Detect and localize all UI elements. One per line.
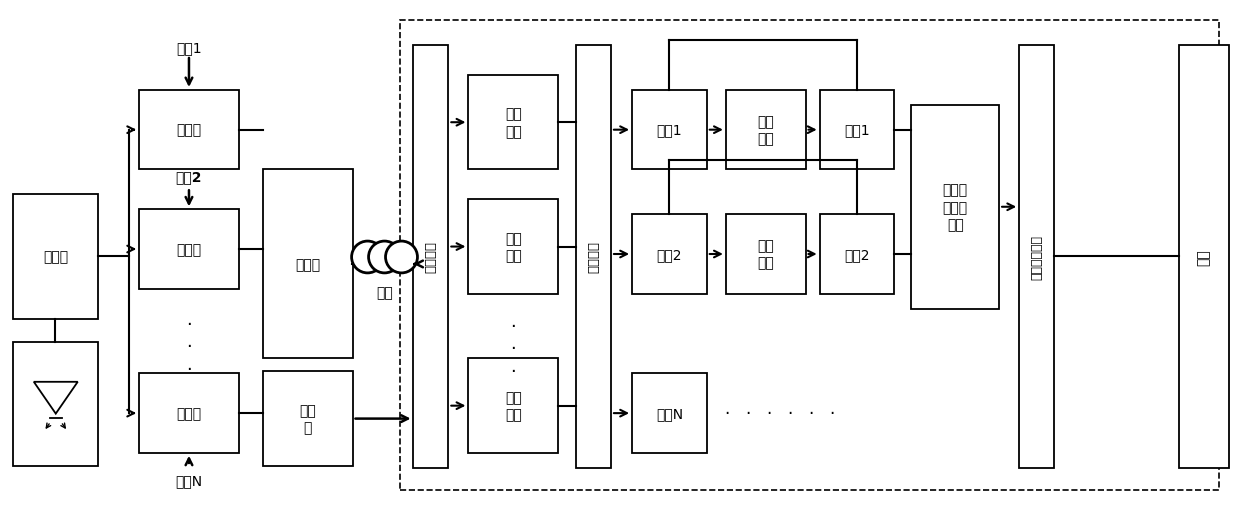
Text: 信号1: 信号1 [844, 124, 869, 137]
Bar [263, 170, 352, 359]
Text: 信号2: 信号2 [176, 170, 202, 184]
Bar [469, 76, 558, 170]
Bar [139, 210, 239, 289]
Bar [632, 374, 707, 453]
Text: 信号N: 信号N [175, 473, 202, 487]
Text: 光纤: 光纤 [376, 285, 393, 299]
Text: ·
·
·: · · · [186, 316, 192, 378]
Text: 共轭
映射: 共轭 映射 [758, 115, 774, 146]
Text: 最大最
小相关
判决: 最大最 小相关 判决 [942, 183, 967, 232]
Text: 光调制: 光调制 [176, 406, 202, 420]
Text: 合路器: 合路器 [295, 258, 320, 271]
Circle shape [386, 242, 418, 273]
Text: 分路器: 分路器 [43, 250, 68, 264]
Bar [469, 359, 558, 453]
Text: 共轭
映射: 共轭 映射 [758, 239, 774, 270]
Text: 本振
光: 本振 光 [299, 403, 316, 434]
Bar [14, 195, 98, 319]
Text: 数字相干处理: 数字相干处理 [1030, 235, 1043, 279]
Text: ·
·
·: · · · [511, 318, 516, 380]
Text: 光调制: 光调制 [176, 124, 202, 137]
Text: 光调制: 光调制 [176, 243, 202, 257]
Bar [469, 200, 558, 294]
Bar [725, 91, 806, 170]
Text: 补偿
算法: 补偿 算法 [505, 232, 522, 263]
Text: 译码: 译码 [1197, 248, 1210, 265]
Circle shape [352, 242, 383, 273]
Bar [820, 215, 894, 294]
Text: 配对选择: 配对选择 [587, 241, 600, 273]
Bar [263, 372, 352, 466]
Bar [14, 342, 98, 466]
Bar [139, 374, 239, 453]
Bar [139, 91, 239, 170]
Text: 信号1: 信号1 [176, 41, 202, 55]
Bar [725, 215, 806, 294]
Circle shape [368, 242, 401, 273]
Bar [632, 91, 707, 170]
Bar [413, 46, 449, 468]
Polygon shape [33, 382, 78, 414]
Text: 信号N: 信号N [656, 406, 683, 420]
Text: 补偿
算法: 补偿 算法 [505, 390, 522, 421]
Text: 信号1: 信号1 [656, 124, 682, 137]
Text: ·   ·   ·   ·   ·   ·: · · · · · · [724, 404, 835, 422]
Bar [1179, 46, 1229, 468]
Bar [632, 215, 707, 294]
Text: 信号2: 信号2 [657, 247, 682, 262]
Bar [911, 105, 999, 309]
Text: 补偿
算法: 补偿 算法 [505, 107, 522, 138]
Text: 相干接收: 相干接收 [424, 241, 438, 273]
Bar [1019, 46, 1054, 468]
Text: 信号2: 信号2 [844, 247, 869, 262]
Bar [577, 46, 611, 468]
Bar [820, 91, 894, 170]
Bar [401, 21, 1219, 490]
